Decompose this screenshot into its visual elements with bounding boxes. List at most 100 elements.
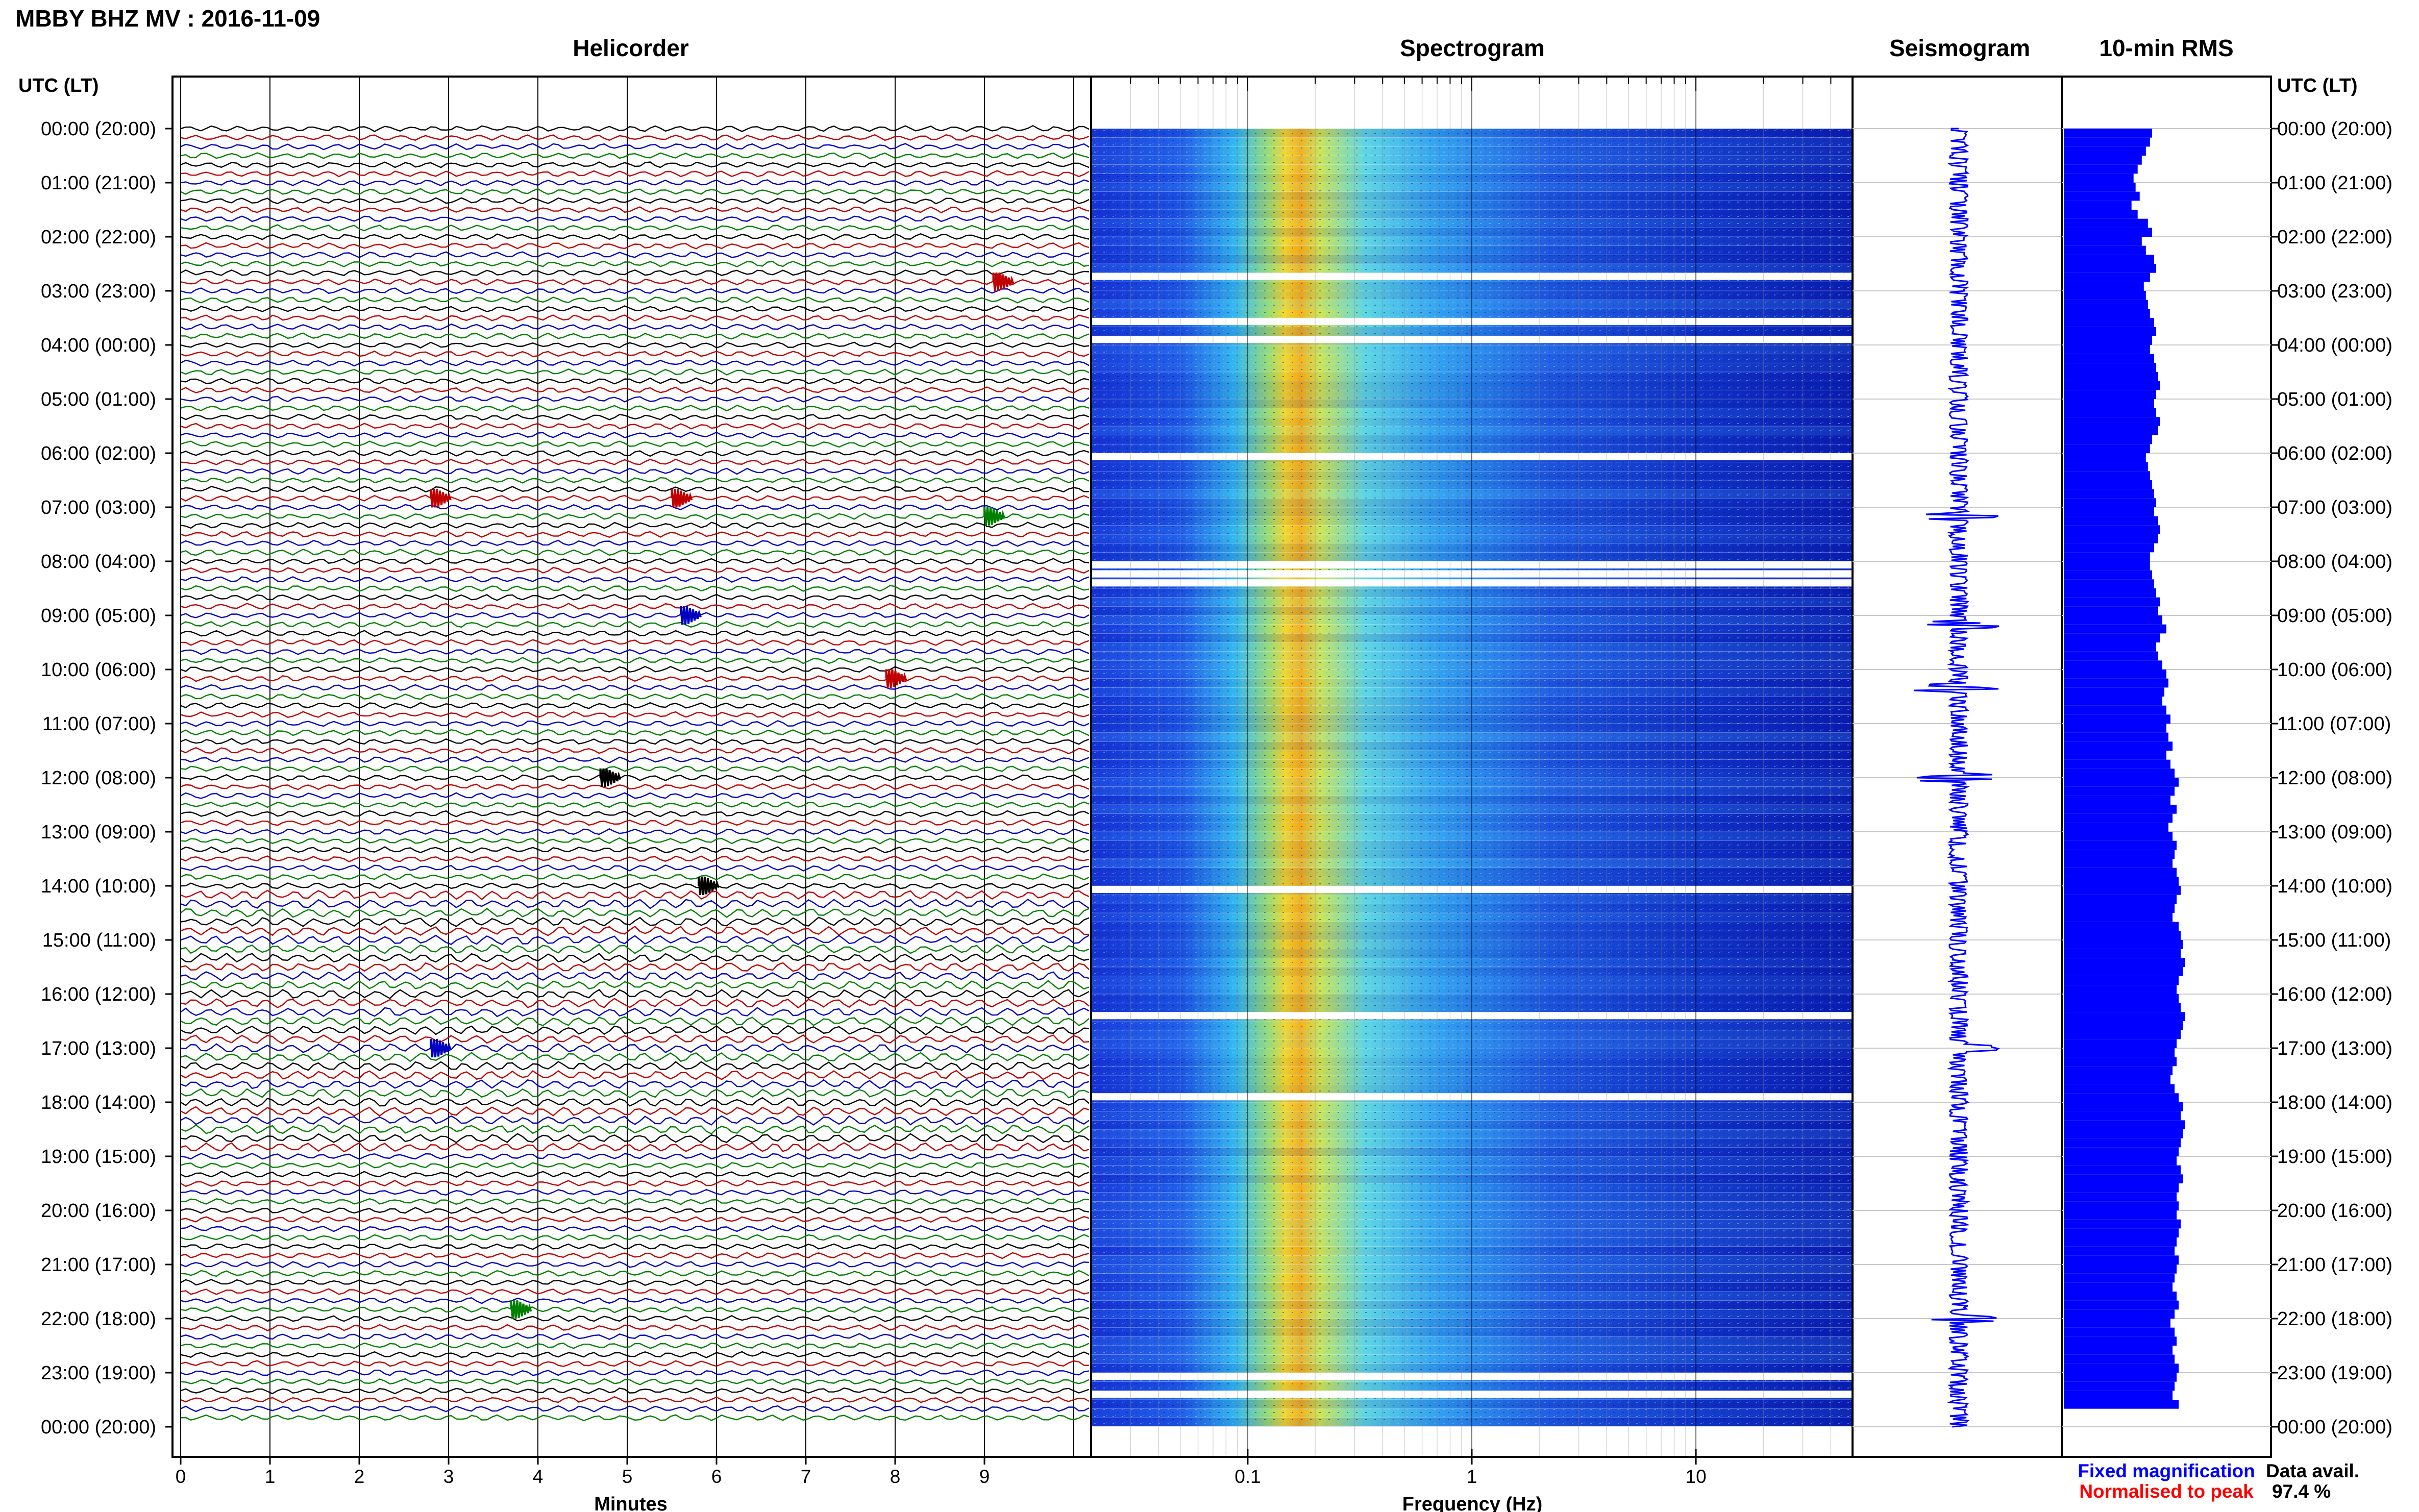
helicorder-trace-line <box>180 873 1090 881</box>
helicorder-trace-line <box>180 296 1090 304</box>
helicorder-trace-line <box>180 549 1090 556</box>
rms-bar <box>2064 498 2156 508</box>
rms-bar <box>2064 444 2150 454</box>
helicorder-trace-line <box>180 1161 1090 1169</box>
helicorder-trace-line <box>180 269 1090 277</box>
rms-bar <box>2064 1138 2181 1148</box>
helicorder-trace-line <box>180 1234 1090 1241</box>
legend-fixed-magnification: Fixed magnification <box>2078 1460 2255 1481</box>
helicorder-trace-line <box>180 197 1090 205</box>
time-label-left: 21:00 (17:00) <box>41 1254 156 1276</box>
rms-bar <box>2064 705 2166 715</box>
rms-bar <box>2064 895 2177 904</box>
rms-bar <box>2064 606 2158 616</box>
rms-bar <box>2064 1228 2179 1238</box>
rms-bar <box>2064 1174 2183 1184</box>
helicorder-tick-label: 5 <box>622 1466 633 1487</box>
rms-bars <box>2064 129 2185 1409</box>
helicorder-trace-line <box>180 233 1090 240</box>
time-axis-label-left: UTC (LT) <box>18 75 99 96</box>
rms-bar <box>2064 264 2156 273</box>
rms-bar <box>2064 805 2177 814</box>
rms-bar <box>2064 1093 2179 1103</box>
helicorder-trace-line <box>180 934 1090 946</box>
helicorder-trace-line <box>180 899 1090 909</box>
rms-bar <box>2064 1201 2179 1211</box>
rms-bar <box>2064 552 2150 562</box>
helicorder-trace-line <box>180 350 1090 358</box>
rms-bar <box>2064 994 2179 1003</box>
time-label-right: 00:00 (20:00) <box>2277 1417 2392 1438</box>
helicorder-trace-line <box>180 458 1090 466</box>
rms-bar <box>2064 796 2170 805</box>
helicorder-trace-line <box>180 440 1090 448</box>
rms-bar <box>2064 759 2170 769</box>
helicorder-trace-line <box>180 1342 1090 1350</box>
rms-bar <box>2064 1364 2179 1373</box>
helicorder-trace-line <box>180 584 1090 592</box>
helicorder-trace-line <box>180 539 1090 547</box>
helicorder-trace-line <box>180 1124 1090 1135</box>
helicorder-trace-line <box>180 944 1090 954</box>
helicorder-trace-line <box>180 1070 1090 1080</box>
rms-bar <box>2064 1129 2183 1138</box>
helicorder-trace-line <box>180 693 1090 700</box>
rms-bar <box>2064 913 2173 922</box>
rms-bar <box>2064 786 2175 796</box>
seismogram-panel-title: Seismogram <box>1889 35 2030 61</box>
helicorder-trace-line <box>180 287 1090 294</box>
helicorder-trace-line <box>180 684 1090 691</box>
helicorder-trace-line <box>180 1025 1090 1036</box>
rms-bar <box>2064 426 2158 435</box>
time-label-left: 23:00 (19:00) <box>41 1362 156 1384</box>
rms-bar <box>2064 201 2132 210</box>
helicorder-tick-label: 8 <box>890 1466 901 1487</box>
helicorder-trace-line <box>180 1133 1090 1144</box>
rms-bar <box>2064 714 2170 724</box>
rms-bar <box>2064 327 2156 336</box>
helicorder-event <box>983 507 1005 526</box>
rms-bar <box>2064 129 2152 138</box>
rms-bar <box>2064 769 2175 778</box>
rms-bar <box>2064 210 2138 219</box>
time-label-left: 06:00 (02:00) <box>41 443 156 464</box>
helicorder-trace-line <box>180 1015 1090 1027</box>
time-label-right: 15:00 (11:00) <box>2277 930 2391 951</box>
rms-bar <box>2064 751 2166 760</box>
helicorder-trace-line <box>180 756 1090 763</box>
helicorder-trace-line <box>180 143 1090 151</box>
rms-bar <box>2064 336 2152 345</box>
rms-bar <box>2064 1066 2173 1076</box>
helicorder-trace-line <box>180 1252 1090 1259</box>
rms-bar <box>2064 354 2154 363</box>
rms-bar <box>2064 435 2152 444</box>
rms-bar <box>2064 1273 2175 1283</box>
spectrogram-frequency-grid <box>1091 77 1853 1457</box>
helicorder-trace-line <box>180 314 1090 321</box>
helicorder-trace-line <box>180 1243 1090 1250</box>
time-label-right: 20:00 (16:00) <box>2277 1200 2392 1222</box>
helicorder-event <box>430 1038 452 1058</box>
rms-bar <box>2064 1021 2183 1030</box>
helicorder-trace-line <box>180 1007 1090 1018</box>
rms-bar <box>2064 462 2148 472</box>
helicorder-event <box>430 489 452 508</box>
helicorder-trace-line <box>180 1153 1090 1160</box>
time-label-left: 17:00 (13:00) <box>41 1038 156 1059</box>
helicorder-trace-line <box>180 630 1090 637</box>
helicorder-panel-title: Helicorder <box>573 35 689 61</box>
rms-bar <box>2064 1391 2173 1400</box>
rms-bar <box>2064 832 2173 841</box>
helicorder-trace-line <box>180 603 1090 610</box>
rms-bar <box>2064 687 2164 697</box>
rms-bar <box>2064 724 2166 733</box>
helicorder-trace-line <box>180 612 1090 619</box>
seismogram-trace <box>1914 128 2000 1428</box>
helicorder-tick-label: 1 <box>265 1466 276 1487</box>
time-label-right: 08:00 (04:00) <box>2277 551 2392 573</box>
time-label-right: 01:00 (21:00) <box>2277 172 2392 194</box>
time-label-left: 18:00 (14:00) <box>41 1092 156 1113</box>
rms-bar <box>2064 1400 2179 1409</box>
helicorder-trace-line <box>180 1188 1090 1196</box>
